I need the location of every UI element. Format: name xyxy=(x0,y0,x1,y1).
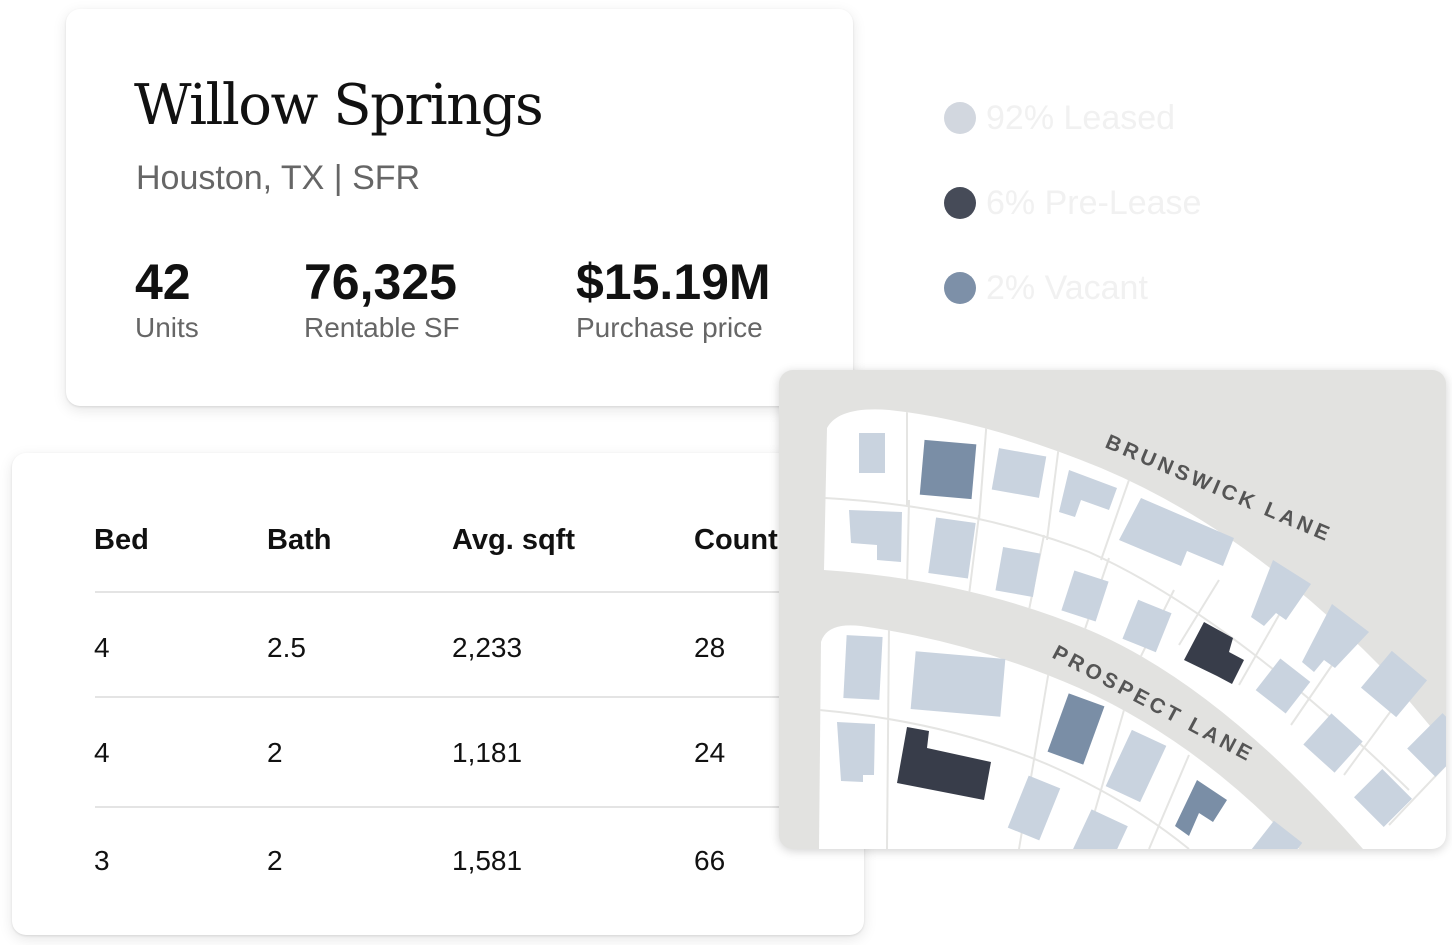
house xyxy=(928,517,976,579)
house xyxy=(837,722,875,782)
property-title: Willow Springs xyxy=(134,73,544,138)
house xyxy=(1047,693,1105,765)
house xyxy=(1119,498,1234,566)
house xyxy=(919,439,977,500)
legend-item-leased: 92% Leased xyxy=(944,98,1176,137)
house xyxy=(859,433,885,473)
house xyxy=(991,448,1047,498)
stat-label: Purchase price xyxy=(576,312,763,343)
house xyxy=(1059,470,1117,517)
house xyxy=(1354,769,1412,827)
house xyxy=(849,510,902,562)
column-header-bath: Bath xyxy=(267,524,332,556)
site-map: BRUNSWICK LANE PROSPECT LANE xyxy=(779,370,1446,849)
house xyxy=(1061,570,1109,622)
cell-count: 24 xyxy=(694,737,726,768)
column-header-avg-sqft: Avg. sqft xyxy=(452,524,575,556)
legend-dot xyxy=(944,187,976,219)
property-card: Willow Springs Houston, TX | SFR 42 Unit… xyxy=(66,9,853,406)
house xyxy=(1122,599,1172,653)
cell-bed: 4 xyxy=(94,737,110,768)
cell-bath: 2.5 xyxy=(267,632,306,663)
stat-rentable-sf: 76,325 Rentable SF xyxy=(304,254,460,344)
row-divider xyxy=(95,806,795,808)
house xyxy=(1105,729,1167,803)
stat-value: 76,325 xyxy=(304,254,457,310)
cell-avg-sqft: 2,233 xyxy=(452,632,523,663)
column-header-count: Count xyxy=(694,524,778,556)
house xyxy=(1175,780,1227,836)
cell-bath: 2 xyxy=(267,737,283,768)
house xyxy=(1251,820,1303,849)
unit-mix-table-card: Bed Bath Avg. sqft Count 4 2.5 2,233 28 … xyxy=(12,453,864,935)
house xyxy=(1007,775,1061,841)
row-divider xyxy=(95,696,795,698)
legend-label: 6% Pre-Lease xyxy=(986,183,1202,222)
cell-count: 66 xyxy=(694,845,726,876)
house xyxy=(1303,713,1363,773)
houses-south xyxy=(837,635,1303,849)
house xyxy=(1407,713,1446,777)
house xyxy=(1066,809,1128,849)
house xyxy=(1302,604,1369,672)
stat-value: 42 xyxy=(135,254,191,310)
cell-bath: 2 xyxy=(267,845,283,876)
cell-bed: 3 xyxy=(94,845,110,876)
house xyxy=(910,651,1006,717)
house xyxy=(843,635,883,700)
house xyxy=(995,547,1041,597)
row-divider xyxy=(95,591,795,593)
house xyxy=(1251,560,1311,626)
house xyxy=(1184,622,1244,684)
stat-label: Rentable SF xyxy=(304,312,460,343)
legend-item-vacant: 2% Vacant xyxy=(944,268,1148,307)
cell-bed: 4 xyxy=(94,632,110,663)
house xyxy=(1255,658,1311,714)
legend-label: 2% Vacant xyxy=(986,268,1148,307)
stat-label: Units xyxy=(135,312,199,343)
stat-value: $15.19M xyxy=(576,254,771,310)
column-header-bed: Bed xyxy=(94,524,149,556)
cell-count: 28 xyxy=(694,632,726,663)
legend-dot xyxy=(944,272,976,304)
legend-dot xyxy=(944,102,976,134)
property-subtitle: Houston, TX | SFR xyxy=(136,159,421,197)
site-map-svg: BRUNSWICK LANE PROSPECT LANE xyxy=(819,409,1446,849)
houses-north xyxy=(849,433,1446,827)
stat-purchase-price: $15.19M Purchase price xyxy=(576,254,771,344)
house xyxy=(897,727,991,800)
house xyxy=(1360,650,1428,718)
legend-label: 92% Leased xyxy=(986,98,1176,137)
cell-avg-sqft: 1,181 xyxy=(452,737,523,768)
cell-avg-sqft: 1,581 xyxy=(452,845,523,876)
stat-units: 42 Units xyxy=(135,254,199,344)
legend-item-pre-lease: 6% Pre-Lease xyxy=(944,183,1202,222)
